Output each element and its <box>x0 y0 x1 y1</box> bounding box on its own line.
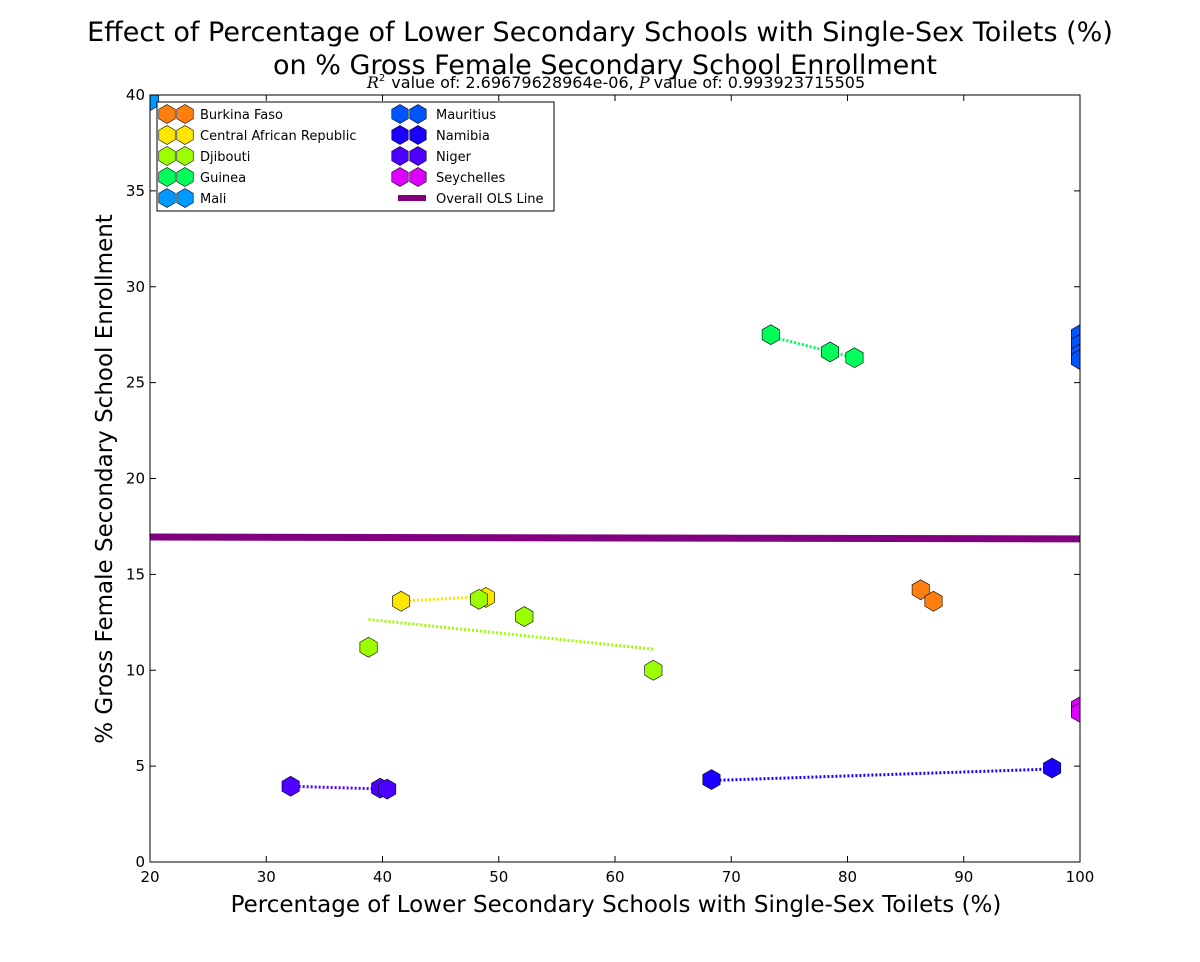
data-point-burkina-faso <box>924 590 943 612</box>
x-tick-label: 90 <box>954 868 973 886</box>
legend-marker-mauritius <box>391 104 409 124</box>
r2-symbol: R <box>366 73 379 92</box>
legend-label-mali: Mali <box>200 192 226 207</box>
legend-marker-guinea <box>158 167 176 187</box>
legend-marker-mali <box>158 188 176 208</box>
x-tick-label: 20 <box>140 868 159 886</box>
legend-label-mauritius: Mauritius <box>436 108 496 123</box>
x-tick-label: 30 <box>257 868 276 886</box>
plot-frame <box>149 94 1081 863</box>
data-point-djibouti <box>359 636 378 658</box>
legend-marker-niger <box>391 146 409 166</box>
r2-value: value of: 2.69679628964e-06, <box>391 73 639 92</box>
y-tick-label: 15 <box>126 565 145 583</box>
y-tick-label: 0 <box>135 853 145 871</box>
legend-marker-djibouti <box>158 146 176 166</box>
legend-marker-namibia <box>409 125 427 145</box>
legend-marker-burkina-faso <box>176 104 194 124</box>
data-point-namibia <box>1043 757 1062 779</box>
data-point-djibouti <box>644 659 663 681</box>
ols-line-group <box>150 533 1080 543</box>
data-point-niger <box>378 778 397 800</box>
y-tick-label: 20 <box>126 470 145 488</box>
legend-label-burkina-faso: Burkina Faso <box>200 108 283 123</box>
y-tick-label: 5 <box>135 757 145 775</box>
y-axis-label: % Gross Female Secondary School Enrollme… <box>92 214 118 744</box>
legend-marker-central-african-republic <box>176 125 194 145</box>
legend-label-namibia: Namibia <box>436 129 490 144</box>
data-point-mauritius <box>1071 349 1080 370</box>
data-point-djibouti <box>470 588 488 610</box>
legend-marker-namibia <box>391 125 409 145</box>
data-point-guinea <box>821 341 840 363</box>
legend-marker-mauritius <box>409 104 427 124</box>
data-point-burkina-faso <box>911 579 930 601</box>
p-symbol: P <box>638 73 650 92</box>
legend-label-guinea: Guinea <box>200 171 246 186</box>
chart-title-line2: on % Gross Female Secondary School Enrol… <box>273 50 937 81</box>
legend-marker-seychelles <box>391 167 409 187</box>
data-point-djibouti <box>515 606 534 627</box>
fit-lines <box>290 335 1053 791</box>
legend-label-overall-ols-line: Overall OLS Line <box>436 192 544 207</box>
p-value: value of: 0.993923715505 <box>654 73 866 92</box>
fit-line-namibia <box>711 767 1053 783</box>
legend-label-central-african-republic: Central African Republic <box>200 129 356 144</box>
legend-label-seychelles: Seychelles <box>436 171 506 186</box>
x-tick-label: 100 <box>1066 868 1095 886</box>
data-point-niger <box>281 775 300 797</box>
legend-marker-guinea <box>176 167 194 187</box>
x-tick-label: 70 <box>722 868 741 886</box>
y-tick-label: 40 <box>126 86 145 104</box>
legend-marker-djibouti <box>176 146 194 166</box>
r2-sup: 2 <box>379 73 385 84</box>
data-point-guinea <box>845 347 864 369</box>
data-point-seychelles <box>1071 702 1080 723</box>
data-points <box>150 95 1080 800</box>
y-tick-label: 30 <box>126 278 145 296</box>
data-point-central-african-republic <box>392 590 411 612</box>
x-tick-label: 60 <box>605 868 624 886</box>
x-axis-label: Percentage of Lower Secondary Schools wi… <box>231 892 1002 918</box>
legend-box <box>156 101 555 212</box>
x-tick-label: 50 <box>489 868 508 886</box>
legend-label-niger: Niger <box>436 150 472 165</box>
overall-ols-line <box>150 533 1080 543</box>
fit-line-niger <box>290 784 388 791</box>
x-tick-label: 40 <box>373 868 392 886</box>
legend-marker-central-african-republic <box>158 125 176 145</box>
data-point-mali <box>150 95 159 112</box>
data-point-namibia <box>702 769 721 790</box>
y-tick-label: 25 <box>126 374 145 392</box>
legend-marker-niger <box>409 146 427 166</box>
legend-marker-seychelles <box>409 167 427 187</box>
axis-ticks: 20 30 40 50 60 70 80 90 100 0 5 10 15 20 25 30 35 40 <box>126 86 1094 886</box>
y-tick-label: 35 <box>126 182 145 200</box>
legend: Burkina Faso Central African Republic Djib… <box>156 101 555 212</box>
y-tick-label: 10 <box>126 661 145 679</box>
plot-area <box>150 95 1080 862</box>
legend-label-djibouti: Djibouti <box>200 150 250 165</box>
legend-marker-mali <box>176 188 194 208</box>
x-tick-label: 80 <box>838 868 857 886</box>
data-point-guinea <box>761 324 780 346</box>
legend-marker-burkina-faso <box>158 104 176 124</box>
chart-title-line1: Effect of Percentage of Lower Secondary … <box>87 17 1113 48</box>
